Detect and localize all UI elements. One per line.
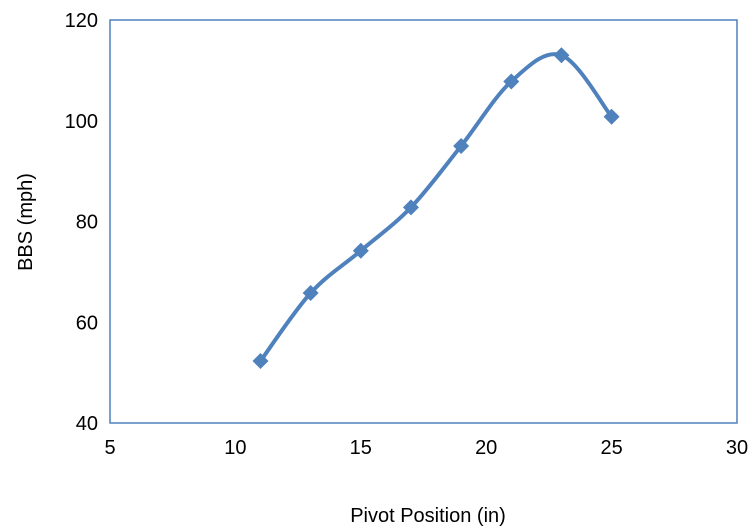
x-tick-label: 15	[350, 437, 372, 459]
data-point	[352, 242, 369, 259]
x-tick-label: 10	[224, 437, 246, 459]
data-point	[553, 47, 570, 64]
y-axis-title: BBS (mph)	[15, 173, 37, 271]
data-point	[302, 285, 319, 302]
x-axis-title: Pivot Position (in)	[350, 505, 506, 527]
data-point	[453, 137, 470, 154]
y-tick-label: 60	[76, 312, 98, 334]
series-line	[258, 52, 614, 364]
plot-area	[109, 19, 738, 424]
x-tick-label: 25	[600, 437, 622, 459]
y-tick-label: 100	[65, 111, 98, 133]
data-point	[503, 73, 520, 90]
x-axis-ticks: 5 10 15 20 25 30	[104, 437, 748, 459]
y-tick-label: 40	[76, 413, 98, 435]
data-point	[402, 199, 419, 216]
data-point	[603, 108, 620, 125]
y-tick-label: 120	[65, 10, 98, 32]
y-axis-ticks: 40 60 80 100 120	[65, 10, 98, 435]
x-tick-label: 5	[104, 437, 115, 459]
x-tick-label: 30	[726, 437, 748, 459]
series-markers	[252, 47, 620, 370]
x-tick-label: 20	[475, 437, 497, 459]
y-tick-label: 80	[76, 212, 98, 234]
data-point	[252, 353, 269, 370]
